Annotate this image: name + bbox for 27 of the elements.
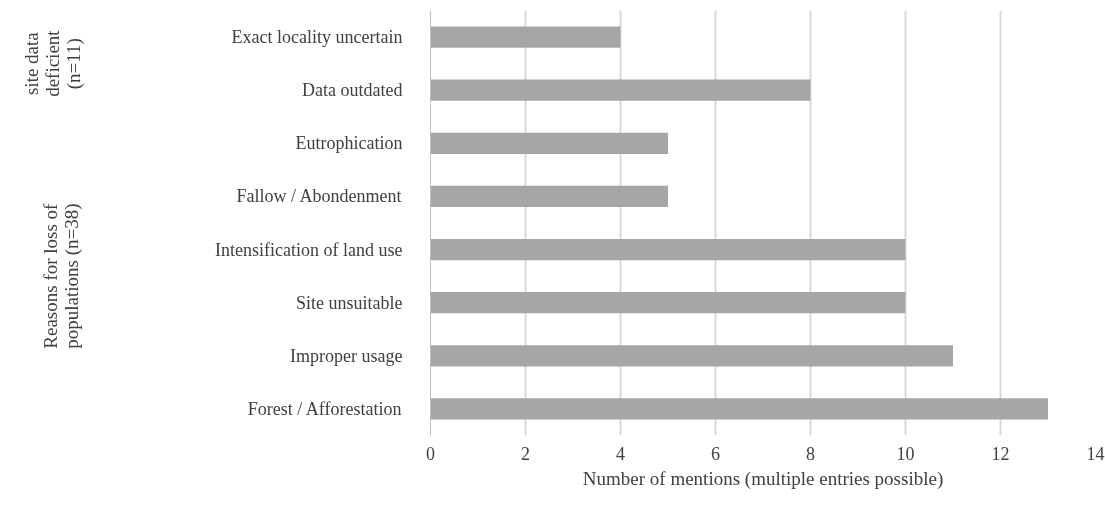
bar <box>430 132 668 154</box>
y-tick-label: Intensification of land use <box>215 239 403 260</box>
bar <box>430 292 906 314</box>
x-tick-label: 8 <box>806 443 815 464</box>
x-tick-label: 2 <box>521 443 530 464</box>
bar <box>430 79 811 101</box>
y-tick-label: Data outdated <box>302 80 403 101</box>
text: site data deficient (n=11) <box>21 29 85 97</box>
y-tick-label: Fallow / Abondenment <box>236 186 402 207</box>
bar <box>430 185 668 208</box>
bar <box>430 238 906 261</box>
x-tick-label: 0 <box>426 443 435 464</box>
bar <box>430 345 953 367</box>
x-axis-title: Number of mentions (multiple entries possible) <box>582 467 944 490</box>
y-tick-label: Forest / Afforestation <box>247 398 402 419</box>
y-tick-label: Eutrophication <box>295 133 403 154</box>
y-tick-label: Site unsuitable <box>296 292 403 313</box>
y-tick-label: Improper usage <box>290 345 403 366</box>
x-tick-label: 4 <box>616 443 625 464</box>
bar <box>430 26 621 48</box>
y-tick-label: Exact locality uncertain <box>231 27 403 48</box>
x-tick-label: 10 <box>896 443 915 464</box>
x-tick-label: 12 <box>991 443 1010 464</box>
x-tick-label: 6 <box>711 443 720 464</box>
bar <box>430 398 1048 420</box>
x-tick-label: 14 <box>1086 443 1105 464</box>
text: Reasons for loss of populations (n=38) <box>39 202 83 349</box>
